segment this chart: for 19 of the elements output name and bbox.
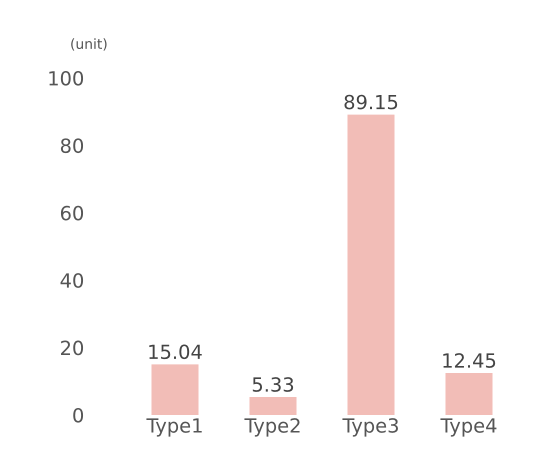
y-tick-label: 40 (60, 273, 84, 288)
bar (445, 373, 493, 415)
y-axis-title: (unit) (71, 38, 107, 51)
y-tick-label: 80 (60, 138, 84, 154)
y-tick-label: 60 (60, 206, 84, 220)
y-tick-label: 20 (61, 340, 84, 356)
x-tick-label: Type3 (342, 418, 398, 437)
y-tick-label: 0 (73, 408, 84, 423)
y-tick-label: 100 (49, 70, 84, 86)
x-tick-label: Type2 (244, 418, 300, 437)
bar (151, 364, 199, 415)
x-tick-label: Type4 (440, 418, 496, 437)
bar (347, 114, 395, 415)
bar (249, 397, 297, 415)
data-label: 89.15 (344, 94, 398, 110)
x-tick-label: Type1 (146, 418, 202, 437)
data-label: 15.04 (149, 344, 202, 360)
data-label: 12.45 (443, 353, 496, 368)
data-label: 5.33 (252, 377, 294, 392)
